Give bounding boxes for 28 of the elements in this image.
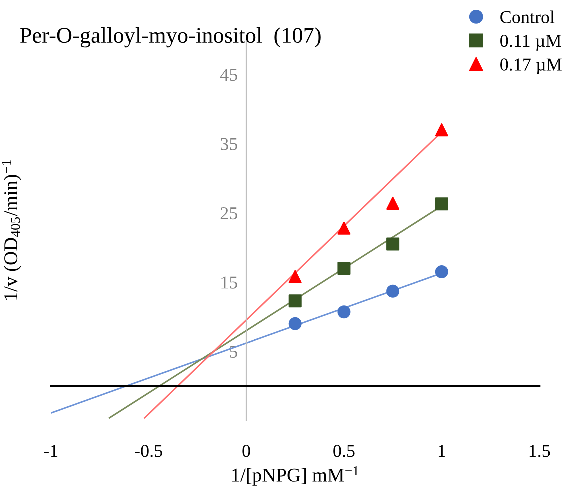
y-tick-label: 45 bbox=[220, 69, 238, 82]
point bbox=[338, 262, 351, 276]
point bbox=[386, 238, 400, 251]
x-tick-label: -1 bbox=[44, 445, 58, 458]
x-axis-title: 1/[pNPG] mM$^{−1}$ bbox=[232, 466, 359, 486]
point bbox=[338, 306, 351, 319]
point bbox=[435, 198, 448, 211]
chart-title: Per-O-galloyl-myo-inositol (107) bbox=[20, 27, 321, 48]
y-tick-label: 25 bbox=[220, 207, 238, 220]
point bbox=[288, 294, 302, 308]
x-tick-label: 1 bbox=[438, 445, 446, 458]
point bbox=[435, 265, 448, 278]
y-tick-label: 35 bbox=[220, 138, 238, 150]
point bbox=[288, 317, 302, 330]
point bbox=[338, 222, 351, 235]
y-tick-label: 15 bbox=[222, 276, 238, 289]
point bbox=[435, 124, 448, 137]
legend-label: Control bbox=[500, 10, 555, 24]
x-tick-label: -0.5 bbox=[135, 445, 162, 458]
x-tick-label: 0 bbox=[242, 445, 250, 458]
legend-label: 0.17 µM bbox=[500, 58, 562, 75]
point bbox=[386, 196, 400, 210]
x-tick-label: 0.5 bbox=[334, 445, 355, 458]
y-axis-title: 1/v (OD$_{405}$/min)$^{−1}$ bbox=[2, 160, 22, 300]
x-tick-label: 1.5 bbox=[530, 445, 550, 458]
legend-label: 0.11 µM bbox=[500, 34, 562, 51]
point bbox=[386, 284, 400, 298]
point bbox=[288, 270, 302, 284]
